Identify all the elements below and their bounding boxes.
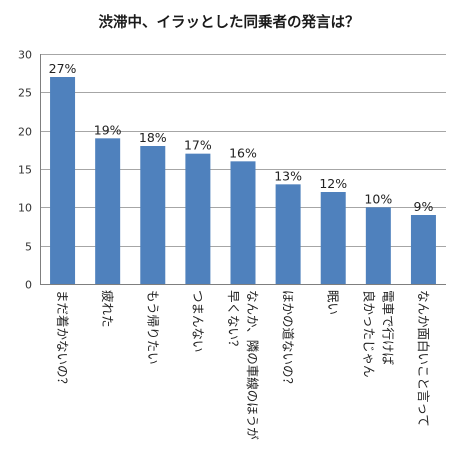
bar	[320, 192, 346, 284]
y-tick-label: 20	[18, 126, 32, 139]
data-label: 19%	[94, 122, 122, 137]
category-label: 電車で行けば	[380, 290, 395, 366]
data-label: 27%	[49, 61, 77, 76]
bar	[365, 207, 391, 284]
category-label: 眠い	[326, 290, 341, 315]
chart-title: 渋滞中、イラッとした同乗者の発言は？	[99, 13, 360, 31]
data-label: 13%	[274, 168, 302, 183]
data-label: 10%	[364, 191, 392, 206]
category-label: つまんない	[190, 290, 205, 353]
category-label: もう帰りたい	[145, 290, 160, 365]
category-label: 良かったじゃん	[361, 290, 376, 378]
y-tick-label: 5	[25, 241, 32, 254]
data-label: 12%	[319, 176, 347, 191]
bar	[410, 215, 436, 284]
y-tick-label: 0	[25, 279, 32, 292]
category-label: 疲れた	[100, 290, 115, 328]
category-label: なんか面白いこと言って	[416, 290, 431, 427]
category-label: ほかの道ないの？	[281, 290, 296, 390]
bar	[50, 77, 76, 284]
y-tick-label: 30	[18, 49, 32, 62]
bar	[230, 161, 256, 284]
category-label: 早くない？	[226, 290, 241, 353]
category-label: なんか、隣の車線のほうが	[245, 290, 260, 440]
y-tick-label: 25	[18, 87, 32, 100]
bar	[95, 138, 121, 284]
bar	[185, 153, 211, 284]
y-tick-label: 10	[18, 202, 32, 215]
data-label: 16%	[229, 145, 257, 160]
bar	[275, 184, 301, 284]
data-label: 18%	[139, 130, 167, 145]
y-tick-label: 15	[18, 164, 32, 177]
bar	[140, 146, 166, 284]
data-label: 17%	[184, 138, 212, 153]
data-label: 9%	[414, 199, 434, 214]
category-label: まだ着かないの？	[55, 290, 70, 390]
